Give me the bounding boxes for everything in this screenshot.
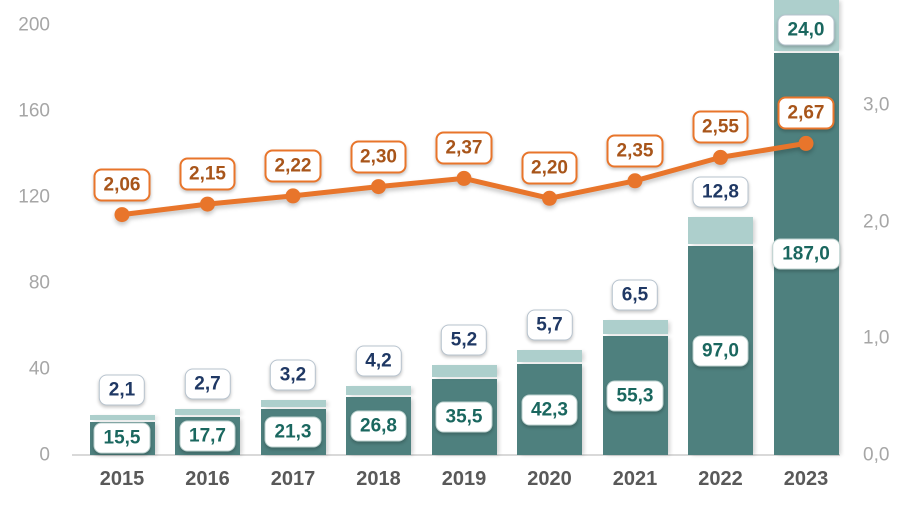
bar-label-top-2022: 12,8 [692,176,749,208]
bar-label-top-2020: 5,7 [526,309,573,341]
bar-2015-top-segment [89,415,155,420]
line-label-2018: 2,30 [350,140,407,174]
line-point-2021 [627,173,643,189]
right-axis-tick: 1,0 [863,327,890,349]
bar-label-top-2016: 2,7 [184,368,231,400]
line-label-2016: 2,15 [179,157,236,191]
bar-label-main-2023: 187,0 [772,238,840,270]
left-axis-tick: 120 [18,186,50,208]
bar-2018-top-segment [346,386,411,396]
bar-label-main-2017: 21,3 [264,416,322,448]
bar-label-top-2019: 5,2 [440,324,488,356]
right-axis-tick: 3,0 [863,94,890,116]
right-axis-tick: 2,0 [863,211,890,233]
bar-2016-top-segment [175,409,240,415]
left-axis-tick: 80 [28,272,50,294]
line-label-2021: 2,35 [606,134,664,168]
line-label-2015: 2,06 [93,168,151,202]
line-point-2019 [456,170,472,186]
line-point-2016 [200,196,215,212]
line-point-2017 [285,188,301,204]
bar-2019-top-segment [431,365,497,377]
bar-2020-top-segment [517,349,582,363]
bar-label-top-2021: 6,5 [611,279,659,311]
line-label-2019: 2,37 [435,131,493,165]
bar-label-main-2021: 55,3 [606,380,664,412]
x-axis-label-2020: 2020 [527,468,572,490]
line-label-2017: 2,22 [264,149,322,183]
x-axis-label-2019: 2019 [441,468,487,490]
bar-label-top-2023: 24,0 [777,14,835,46]
left-axis-tick: 160 [18,100,50,122]
x-axis-label-2015: 2015 [99,468,145,490]
bar-label-main-2015: 15,5 [93,422,151,454]
bar-label-main-2018: 26,8 [350,410,407,442]
x-axis-label-2021: 2021 [612,468,658,490]
bar-label-main-2022: 97,0 [692,335,749,367]
x-axis-label-2018: 2018 [356,468,401,490]
bar-label-top-2017: 3,2 [269,359,317,391]
x-axis-label-2016: 2016 [185,468,230,490]
line-point-2020 [542,190,557,206]
bar-label-top-2018: 4,2 [355,345,402,377]
line-point-2018 [371,179,386,195]
bar-2017-top-segment [260,400,326,408]
bar-label-top-2015: 2,1 [98,374,146,406]
bar-2021-top-segment [602,320,668,335]
x-axis-line [72,454,840,456]
right-axis-tick: 0,0 [863,444,890,466]
x-axis-label-2017: 2017 [270,468,316,490]
line-point-2023 [798,135,814,151]
line-point-2015 [114,207,130,223]
line-point-2022 [713,149,728,165]
line-label-2020: 2,20 [521,151,578,185]
left-axis-tick: 200 [18,14,50,36]
left-axis-tick: 40 [28,358,50,380]
bar-2022-top-segment [688,216,753,245]
line-label-2023: 2,67 [777,96,835,130]
bar-label-main-2016: 17,7 [179,420,236,452]
bar-label-main-2019: 35,5 [435,401,493,433]
bar-label-main-2020: 42,3 [521,394,578,426]
line-label-2022: 2,55 [692,110,749,144]
left-axis-tick: 0 [39,444,50,466]
x-axis-label-2022: 2022 [698,468,743,490]
x-axis-label-2023: 2023 [783,468,829,490]
